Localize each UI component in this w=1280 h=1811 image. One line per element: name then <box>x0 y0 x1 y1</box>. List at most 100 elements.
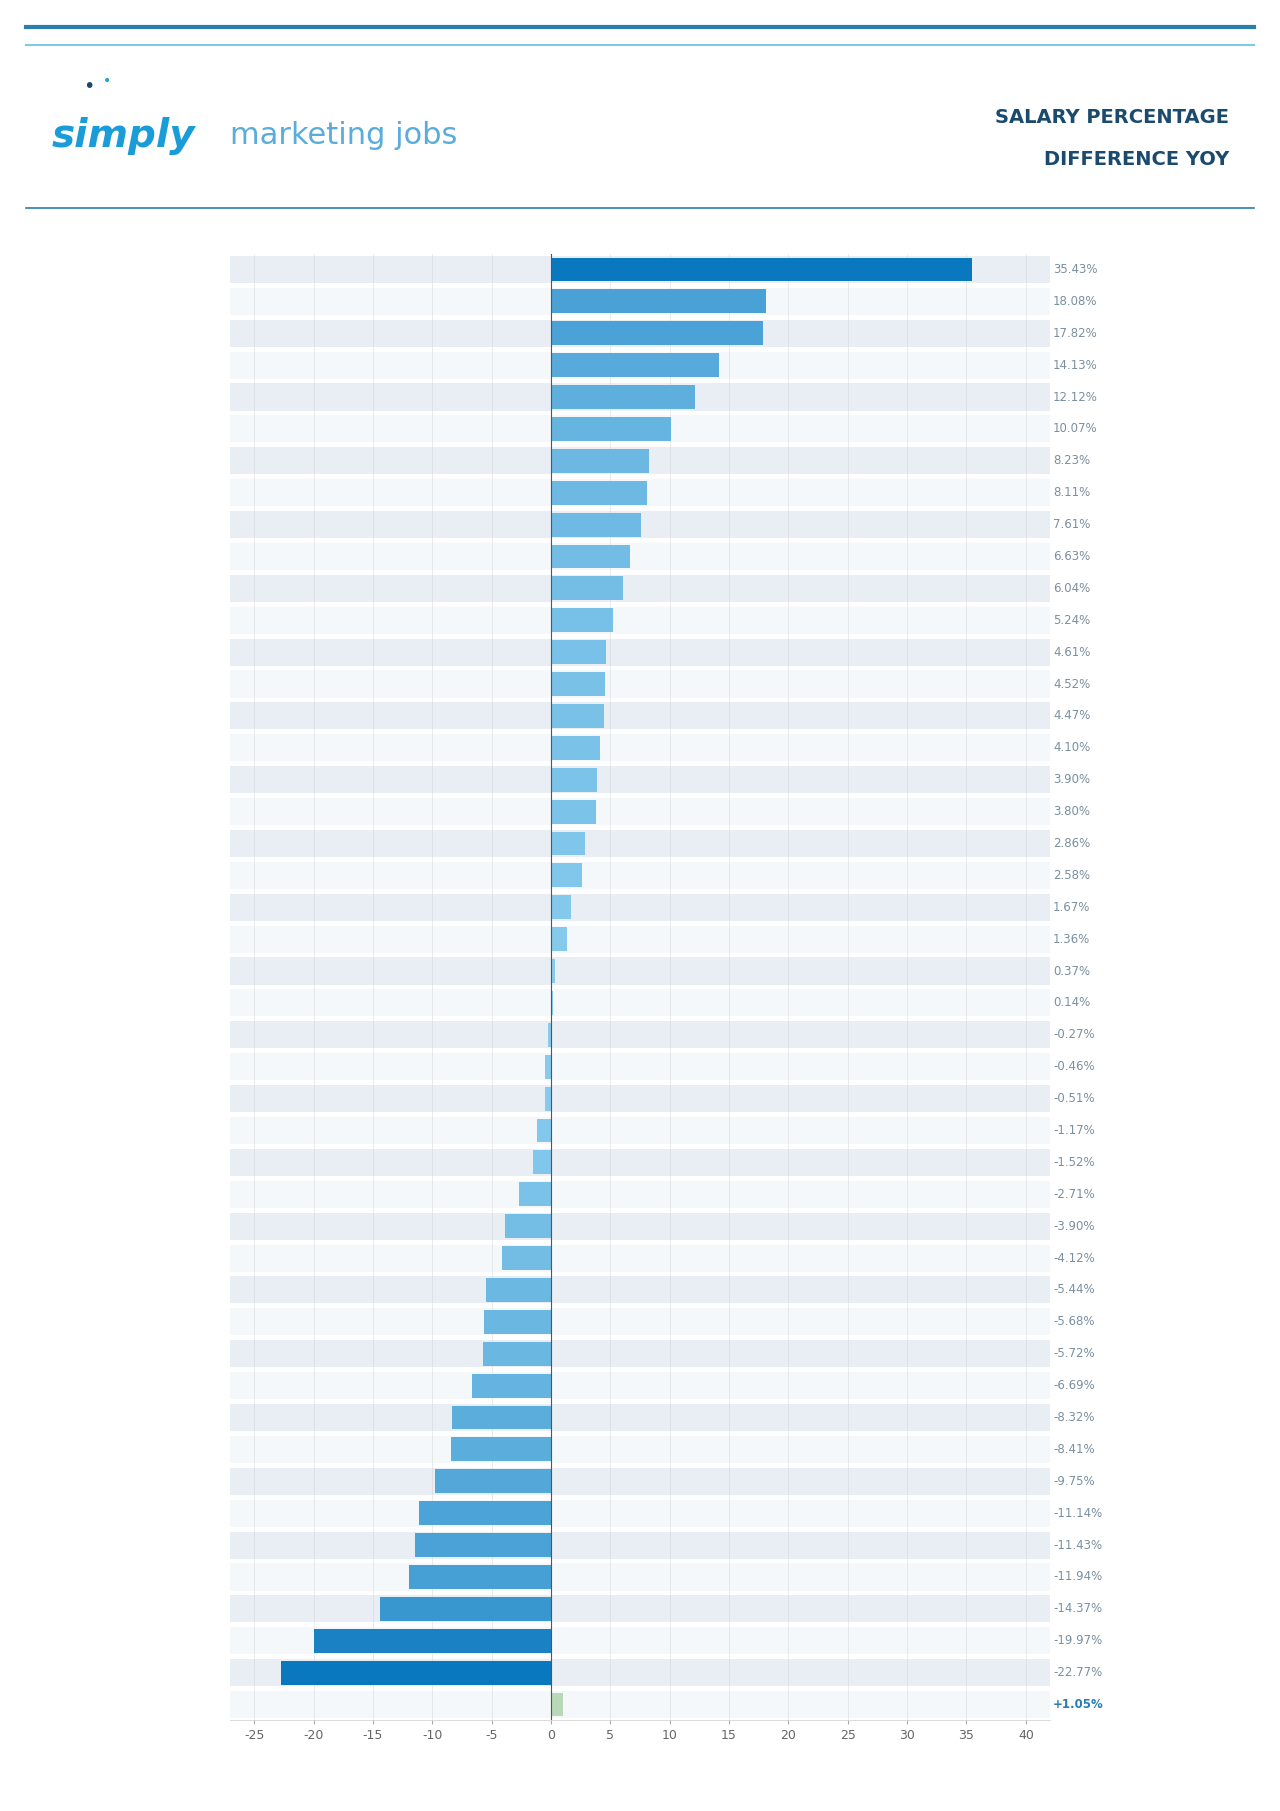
Bar <box>230 766 1050 793</box>
Bar <box>230 321 1050 348</box>
Bar <box>230 351 1050 378</box>
Text: 3.80%: 3.80% <box>1053 806 1091 819</box>
Bar <box>545 1087 550 1110</box>
Bar <box>230 703 1050 730</box>
Text: 0.14%: 0.14% <box>1053 996 1091 1009</box>
Bar <box>230 574 1050 601</box>
Bar <box>230 543 1050 570</box>
Bar <box>230 829 1050 857</box>
Bar <box>230 447 1050 474</box>
Text: 6.04%: 6.04% <box>1053 581 1091 594</box>
Bar <box>550 800 596 824</box>
Bar <box>230 1595 1050 1623</box>
Bar <box>230 799 1050 826</box>
Bar <box>230 1467 1050 1494</box>
Bar <box>484 1309 550 1333</box>
Bar <box>230 1373 1050 1400</box>
Text: -8.41%: -8.41% <box>1053 1443 1094 1456</box>
Bar <box>550 353 718 377</box>
Bar <box>550 608 613 632</box>
Text: 8.11%: 8.11% <box>1053 485 1091 500</box>
Bar <box>550 449 649 473</box>
Text: 12.12%: 12.12% <box>1053 391 1098 404</box>
Bar <box>230 511 1050 538</box>
Text: DIFFERENCE YOY: DIFFERENCE YOY <box>1043 150 1229 168</box>
Bar <box>415 1534 550 1557</box>
Bar <box>550 895 571 920</box>
Bar <box>545 1054 550 1079</box>
Bar <box>280 1661 550 1684</box>
Bar <box>550 672 604 695</box>
Bar <box>230 607 1050 634</box>
Bar <box>435 1469 550 1494</box>
Text: -5.72%: -5.72% <box>1053 1347 1094 1360</box>
Bar <box>230 1244 1050 1271</box>
Bar <box>230 1563 1050 1590</box>
Text: 4.47%: 4.47% <box>1053 710 1091 723</box>
Text: -3.90%: -3.90% <box>1053 1219 1094 1233</box>
Bar <box>380 1597 550 1621</box>
Text: -5.44%: -5.44% <box>1053 1284 1094 1297</box>
Bar <box>230 415 1050 442</box>
Bar <box>538 1119 550 1143</box>
Bar <box>483 1342 550 1365</box>
Bar <box>550 480 648 505</box>
Bar <box>230 1117 1050 1145</box>
Bar <box>230 1021 1050 1049</box>
Bar <box>504 1213 550 1239</box>
Text: -2.71%: -2.71% <box>1053 1188 1094 1201</box>
Text: 18.08%: 18.08% <box>1053 295 1098 308</box>
Text: 1.67%: 1.67% <box>1053 900 1091 915</box>
Text: -4.12%: -4.12% <box>1053 1251 1094 1264</box>
Text: -1.52%: -1.52% <box>1053 1155 1094 1168</box>
Bar <box>410 1565 550 1588</box>
Bar <box>230 989 1050 1016</box>
Bar <box>230 1404 1050 1431</box>
Bar <box>230 1500 1050 1527</box>
Text: 4.61%: 4.61% <box>1053 647 1091 659</box>
Bar <box>502 1246 550 1270</box>
Text: 10.07%: 10.07% <box>1053 422 1098 435</box>
Bar <box>550 864 581 887</box>
Text: 7.61%: 7.61% <box>1053 518 1091 531</box>
Text: 6.63%: 6.63% <box>1053 551 1091 563</box>
Text: -9.75%: -9.75% <box>1053 1474 1094 1489</box>
Text: marketing jobs: marketing jobs <box>230 121 458 150</box>
Bar <box>230 893 1050 920</box>
Bar <box>230 480 1050 507</box>
Bar <box>230 925 1050 953</box>
Bar <box>230 384 1050 411</box>
Bar <box>230 1532 1050 1559</box>
Text: -11.14%: -11.14% <box>1053 1507 1102 1519</box>
Bar <box>452 1405 550 1429</box>
Bar <box>550 513 641 536</box>
Bar <box>550 704 604 728</box>
Text: -0.46%: -0.46% <box>1053 1059 1094 1074</box>
Bar <box>550 386 695 409</box>
Bar <box>550 290 765 313</box>
Text: -8.32%: -8.32% <box>1053 1411 1094 1423</box>
Text: 2.86%: 2.86% <box>1053 837 1091 849</box>
Bar <box>230 1085 1050 1112</box>
Bar <box>550 1693 563 1717</box>
Bar <box>451 1438 550 1461</box>
Text: 2.58%: 2.58% <box>1053 869 1091 882</box>
Bar <box>518 1183 550 1206</box>
Text: -19.97%: -19.97% <box>1053 1634 1102 1648</box>
Bar <box>230 1213 1050 1241</box>
Text: 4.10%: 4.10% <box>1053 741 1091 755</box>
Bar <box>230 958 1050 985</box>
Bar <box>486 1279 550 1302</box>
Bar <box>314 1628 550 1653</box>
Bar <box>550 545 630 569</box>
Bar <box>230 1659 1050 1686</box>
Bar <box>230 1277 1050 1304</box>
Bar <box>550 257 972 281</box>
Text: -14.37%: -14.37% <box>1053 1603 1102 1615</box>
Text: -22.77%: -22.77% <box>1053 1666 1102 1679</box>
Text: -6.69%: -6.69% <box>1053 1380 1094 1393</box>
Bar <box>550 417 671 440</box>
Text: 4.52%: 4.52% <box>1053 677 1091 690</box>
Bar <box>230 670 1050 697</box>
Bar <box>550 831 585 855</box>
